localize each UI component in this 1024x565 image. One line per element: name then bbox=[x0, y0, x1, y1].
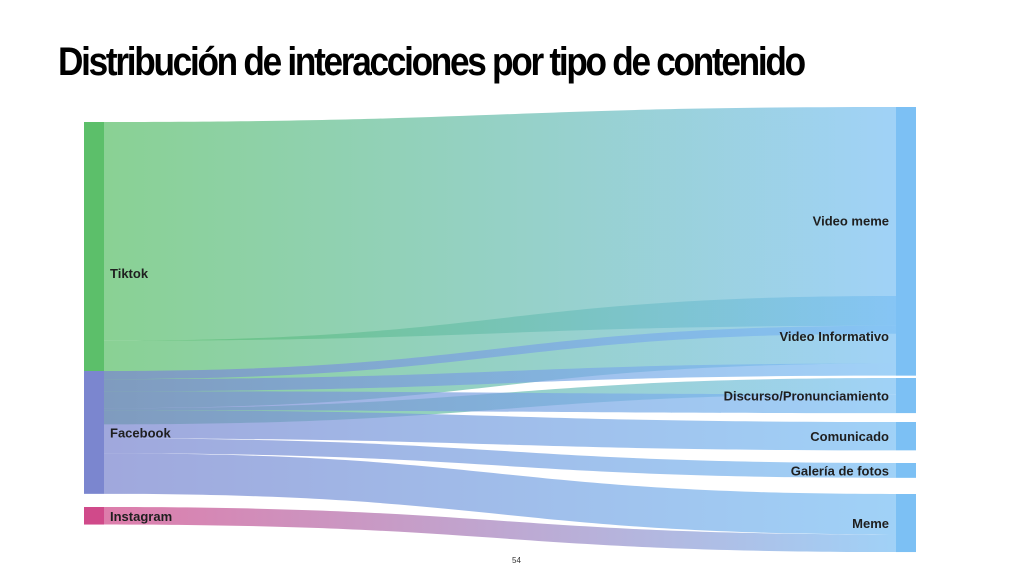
target-node-video-informativo bbox=[896, 296, 916, 376]
target-node-video-meme bbox=[896, 107, 916, 334]
link-instagram-to-meme bbox=[104, 507, 896, 553]
sankey-links bbox=[104, 107, 896, 553]
target-node-galeria-de-fotos bbox=[896, 463, 916, 478]
link-facebook-to-galeria-de-fotos bbox=[104, 438, 896, 478]
target-label-galeria-de-fotos: Galería de fotos bbox=[791, 463, 889, 478]
target-label-comunicado: Comunicado bbox=[810, 429, 889, 444]
sankey-nodes bbox=[84, 107, 916, 553]
target-node-meme bbox=[896, 494, 916, 553]
target-node-comunicado bbox=[896, 422, 916, 451]
sankey-labels: Tiktok Facebook Instagram Video meme Video I… bbox=[110, 213, 889, 531]
source-label-tiktok: Tiktok bbox=[110, 266, 149, 281]
link-facebook-to-comunicado bbox=[104, 410, 896, 451]
link-facebook-to-discurso-pronunciamiento bbox=[104, 391, 896, 414]
link-facebook-to-meme bbox=[104, 453, 896, 535]
target-label-meme: Meme bbox=[852, 516, 889, 531]
target-label-discurso-pronunciamiento: Discurso/Pronunciamiento bbox=[724, 389, 889, 404]
target-label-video-meme: Video meme bbox=[813, 213, 889, 228]
target-node-discurso-pronunciamiento bbox=[896, 378, 916, 414]
source-label-instagram: Instagram bbox=[110, 509, 172, 524]
page-number: 54 bbox=[512, 556, 521, 565]
source-node-tiktok bbox=[84, 122, 104, 425]
target-label-video-informativo: Video Informativo bbox=[779, 329, 889, 344]
link-tiktok-to-video-meme bbox=[104, 107, 896, 341]
chart-title: Distribución de interacciones por tipo d… bbox=[58, 40, 806, 84]
source-label-facebook: Facebook bbox=[110, 425, 171, 440]
link-facebook-to-video-meme bbox=[104, 325, 896, 380]
source-node-facebook bbox=[84, 371, 104, 494]
source-node-instagram bbox=[84, 507, 104, 525]
link-facebook-to-video-informativo bbox=[104, 363, 896, 392]
